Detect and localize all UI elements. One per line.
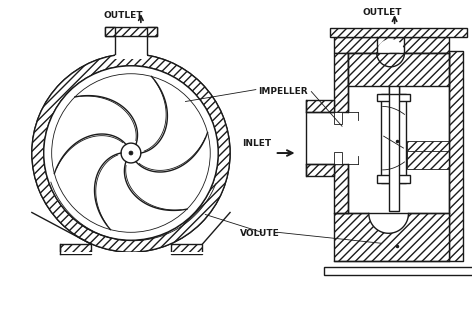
Bar — [408, 141, 449, 159]
Bar — [334, 53, 348, 112]
Bar — [389, 86, 399, 211]
Circle shape — [44, 66, 218, 240]
Bar — [147, 27, 157, 36]
Bar — [324, 267, 473, 275]
Text: IMPELLER: IMPELLER — [258, 86, 308, 95]
Bar — [171, 244, 202, 254]
Bar — [105, 27, 157, 36]
Circle shape — [32, 54, 230, 252]
Text: OUTLET: OUTLET — [103, 11, 143, 20]
Bar — [306, 100, 334, 112]
Bar — [381, 94, 407, 183]
Bar — [60, 244, 91, 254]
Bar — [306, 164, 334, 176]
Text: VOLUTE: VOLUTE — [240, 229, 280, 238]
Bar — [334, 112, 342, 124]
Bar — [334, 37, 449, 53]
Circle shape — [377, 39, 404, 67]
Bar — [377, 175, 410, 183]
Circle shape — [121, 143, 141, 163]
Bar — [334, 164, 348, 213]
Bar — [30, 252, 232, 254]
Bar — [334, 152, 342, 164]
Circle shape — [369, 194, 409, 233]
Bar — [330, 28, 467, 37]
Text: OUTLET: OUTLET — [363, 8, 402, 17]
Bar — [334, 213, 449, 261]
Bar — [105, 27, 115, 36]
Circle shape — [52, 74, 210, 232]
Bar — [115, 31, 147, 59]
Bar — [449, 51, 463, 261]
Bar — [348, 53, 449, 86]
Bar — [408, 151, 449, 169]
Circle shape — [129, 151, 133, 155]
Bar — [377, 94, 410, 101]
Text: INLET: INLET — [242, 139, 271, 148]
Bar — [389, 53, 399, 94]
